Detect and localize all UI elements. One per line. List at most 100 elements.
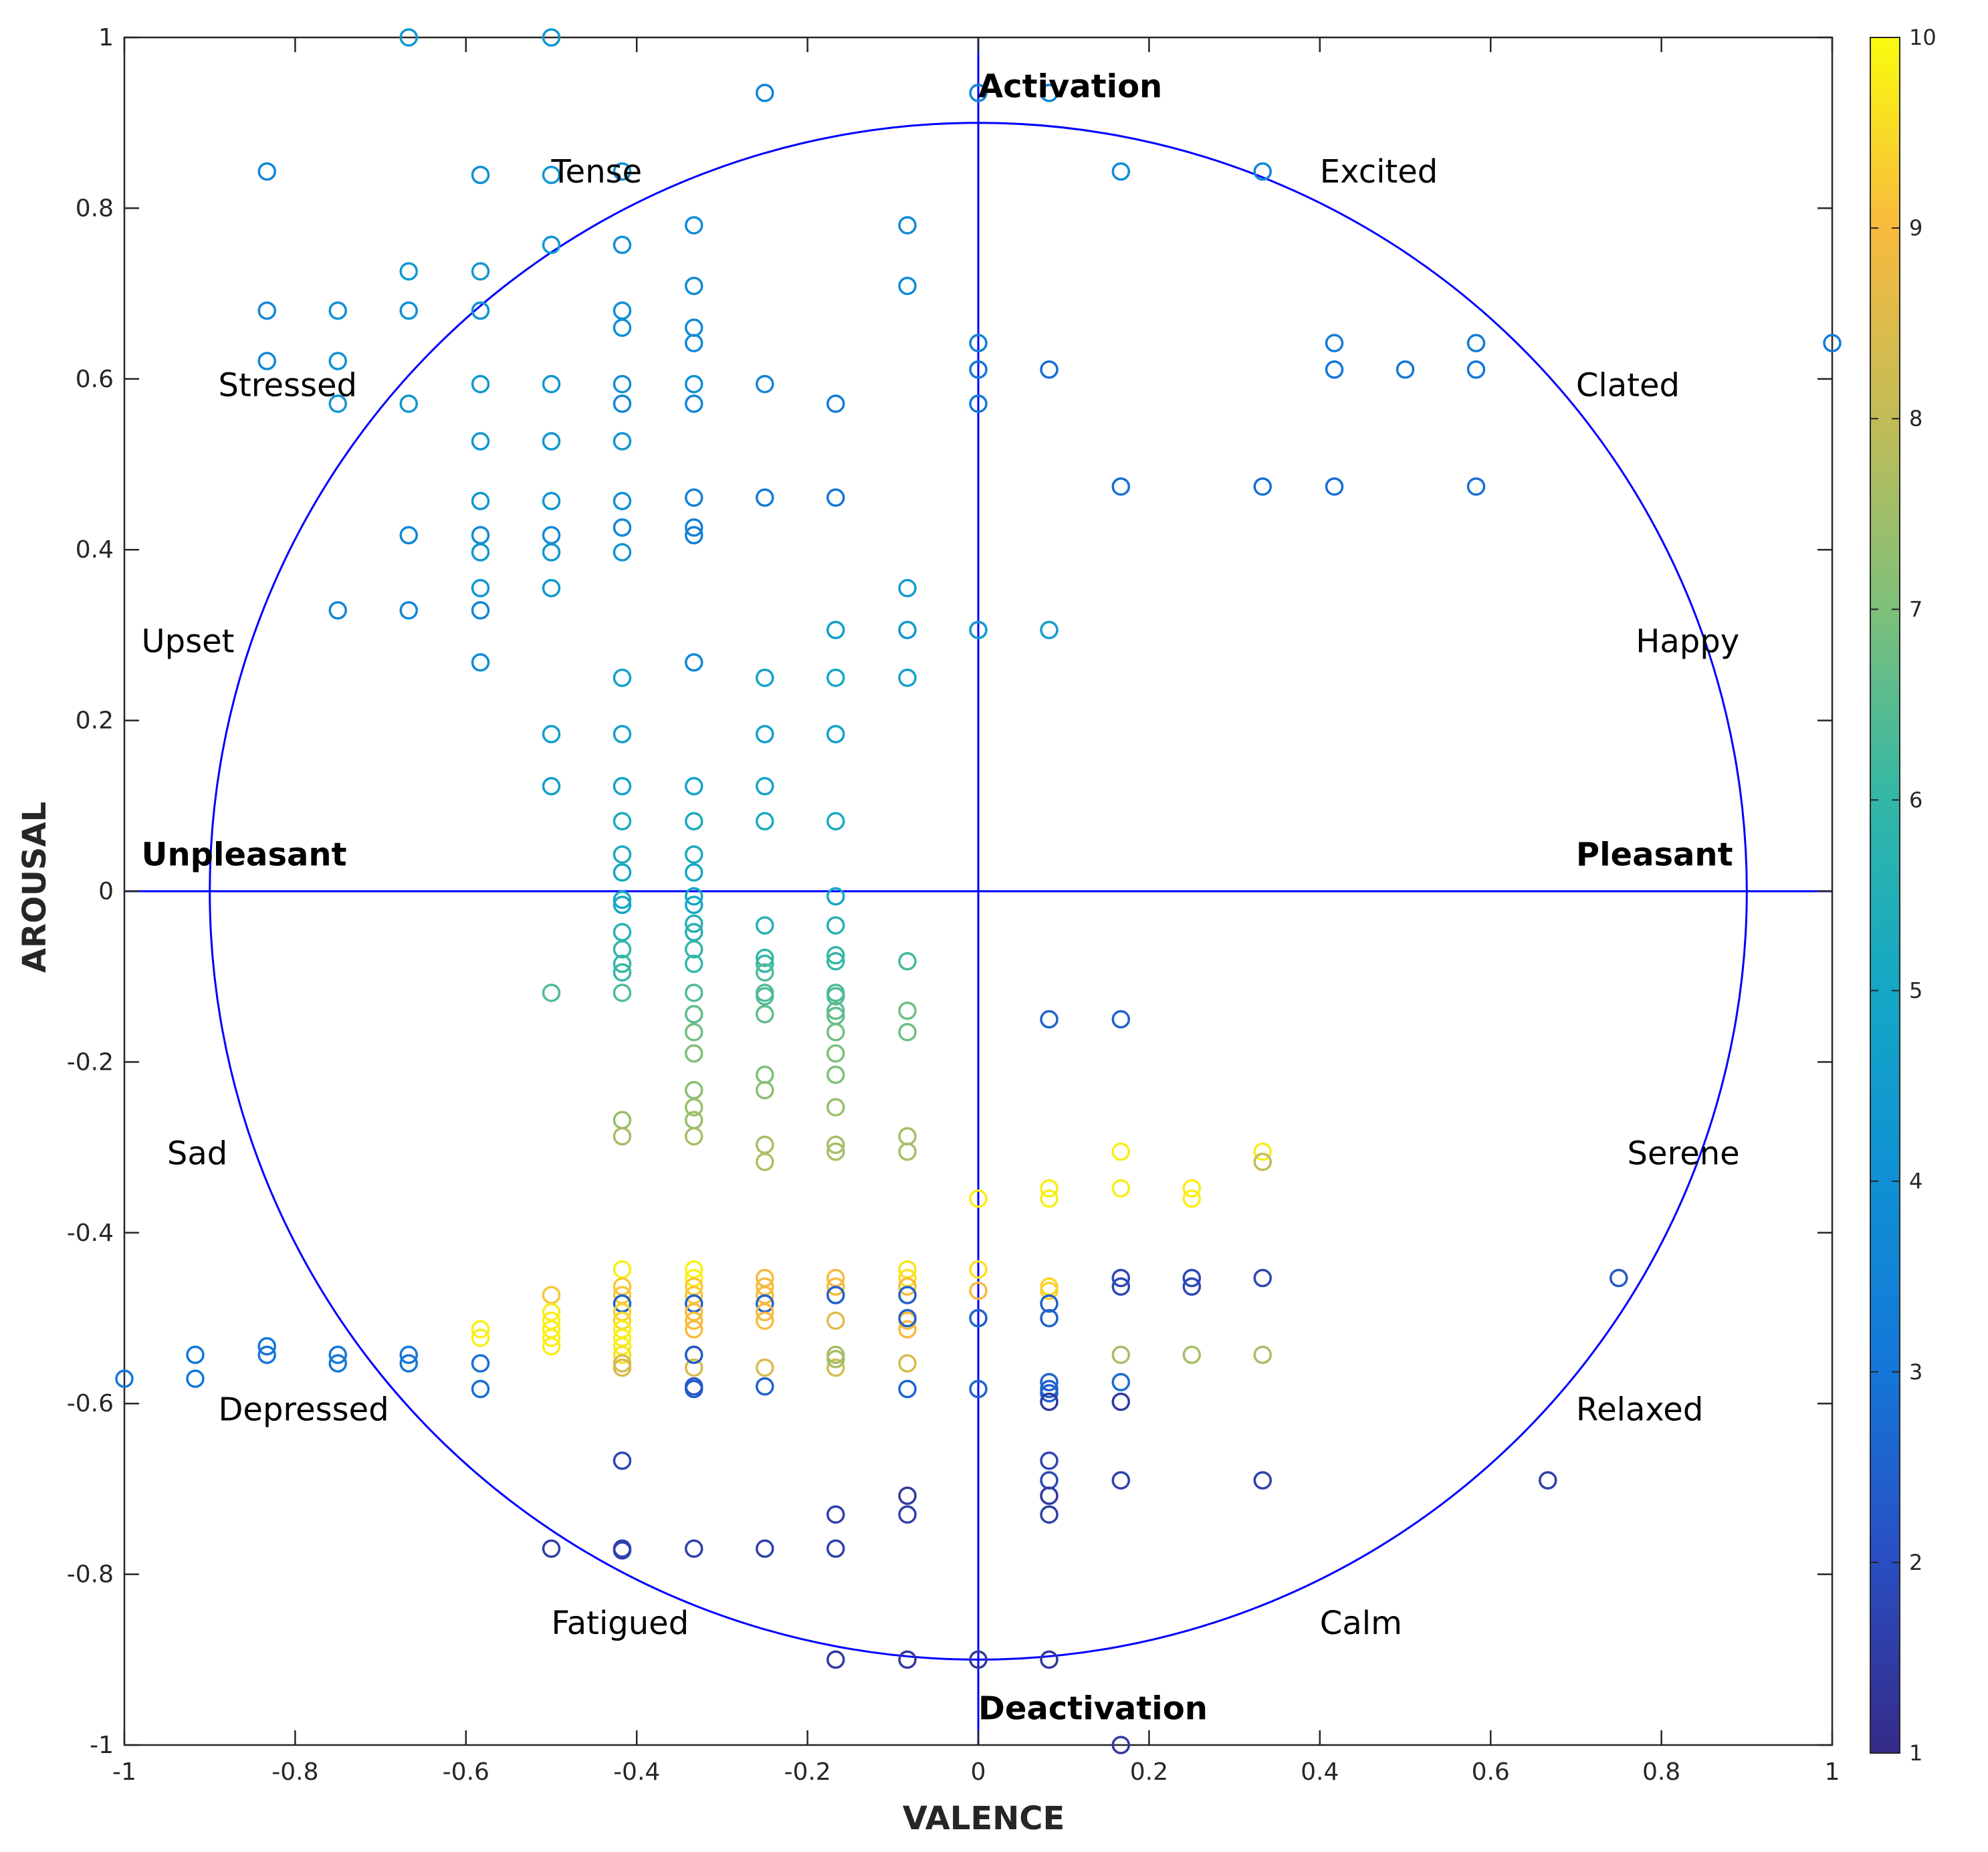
data-point [685, 1377, 703, 1396]
data-point [685, 1022, 703, 1042]
data-point [1253, 477, 1272, 496]
data-point [1040, 1650, 1059, 1669]
data-point [826, 812, 845, 831]
data-point [1040, 1486, 1059, 1505]
data-point [1111, 1345, 1131, 1365]
data-point [257, 301, 277, 320]
data-point [1325, 360, 1344, 379]
data-point [471, 491, 490, 511]
data-point [826, 669, 845, 687]
colorbar-tick-label: 7 [1909, 596, 1922, 622]
emotion-label: Deactivation [978, 1690, 1208, 1728]
y-tick-label: -0.8 [67, 1561, 114, 1589]
data-point [898, 578, 917, 598]
data-point [1253, 162, 1272, 181]
data-point [685, 216, 703, 235]
x-tick-label: -0.4 [613, 1758, 660, 1786]
x-tick-label: 0 [971, 1758, 986, 1786]
data-point [1111, 1179, 1131, 1198]
scatter-points [115, 28, 1842, 1754]
data-point [471, 165, 490, 185]
data-point [685, 374, 703, 394]
data-point [969, 1260, 988, 1279]
x-axis-title: VALENCE [903, 1800, 1065, 1837]
data-point [685, 845, 703, 864]
colorbar-gradient [1870, 37, 1900, 1754]
data-point [471, 1328, 490, 1347]
data-point [542, 1337, 561, 1356]
x-tick-label: 0.2 [1130, 1758, 1168, 1786]
data-point [685, 1005, 703, 1024]
data-point [1253, 1153, 1272, 1171]
data-point [1040, 1471, 1059, 1490]
data-point [685, 914, 703, 933]
data-point [328, 301, 347, 320]
data-point [756, 954, 774, 973]
data-point [685, 1080, 703, 1100]
data-point [1182, 1268, 1201, 1288]
data-point [685, 276, 703, 296]
data-point [613, 1541, 632, 1560]
colorbar-ticks: 1 2 3 4 5 6 7 8 9 10 [1870, 25, 1937, 1766]
data-point [826, 1286, 845, 1304]
colorbar: 1 2 3 4 5 6 7 8 9 10 [1870, 25, 1937, 1766]
data-point [257, 352, 277, 370]
data-point [826, 1311, 845, 1330]
data-point [826, 1539, 845, 1558]
data-point [399, 28, 418, 47]
data-point [756, 669, 774, 687]
data-point [969, 620, 988, 639]
data-point [613, 1358, 632, 1377]
y-tick-label: 0.8 [76, 195, 114, 222]
emotion-label: Relaxed [1576, 1391, 1703, 1429]
colorbar-tick-label: 1 [1909, 1740, 1922, 1766]
data-point [685, 983, 703, 1002]
data-point [685, 1127, 703, 1146]
emotion-label: Serene [1628, 1135, 1740, 1173]
data-point [685, 334, 703, 352]
x-tick-label: -0.6 [443, 1758, 489, 1786]
data-point [826, 725, 845, 743]
data-point [898, 1277, 917, 1296]
data-point [826, 394, 845, 413]
data-point [826, 916, 845, 935]
emotion-label: Stressed [218, 366, 357, 404]
data-point [542, 543, 561, 562]
x-axis: -1 -0.8 -0.6 -0.4 -0.2 0 0.2 0.4 0.6 0.8 1 [112, 37, 1840, 1786]
colorbar-tick-label: 3 [1909, 1359, 1922, 1385]
data-point [969, 84, 988, 102]
y-tick-label: -0.2 [67, 1048, 114, 1076]
data-point [613, 725, 632, 743]
data-point [613, 1260, 632, 1279]
data-point [1111, 1277, 1131, 1296]
data-point [969, 360, 988, 379]
data-point [613, 812, 632, 831]
data-point [613, 1345, 632, 1365]
data-point [542, 165, 561, 185]
data-point [613, 954, 632, 973]
data-point [186, 1345, 205, 1365]
data-point [756, 1005, 774, 1024]
emotion-label: Happy [1636, 622, 1739, 660]
data-point [542, 432, 561, 451]
colorbar-tick-label: 2 [1909, 1550, 1922, 1575]
data-point [613, 432, 632, 451]
data-point [898, 1505, 917, 1524]
data-point [898, 1002, 917, 1020]
data-point [756, 1358, 774, 1377]
data-point [542, 983, 561, 1002]
x-tick-label: -0.8 [271, 1758, 318, 1786]
data-point [613, 923, 632, 942]
data-point [685, 318, 703, 337]
data-point [898, 1379, 917, 1399]
data-point [613, 895, 632, 915]
data-point [613, 1127, 632, 1146]
data-point [471, 1379, 490, 1399]
data-point [115, 1369, 134, 1388]
data-point [613, 374, 632, 394]
data-point [756, 948, 774, 967]
data-point [898, 1486, 917, 1505]
data-point [756, 1311, 774, 1330]
data-point [542, 725, 561, 743]
